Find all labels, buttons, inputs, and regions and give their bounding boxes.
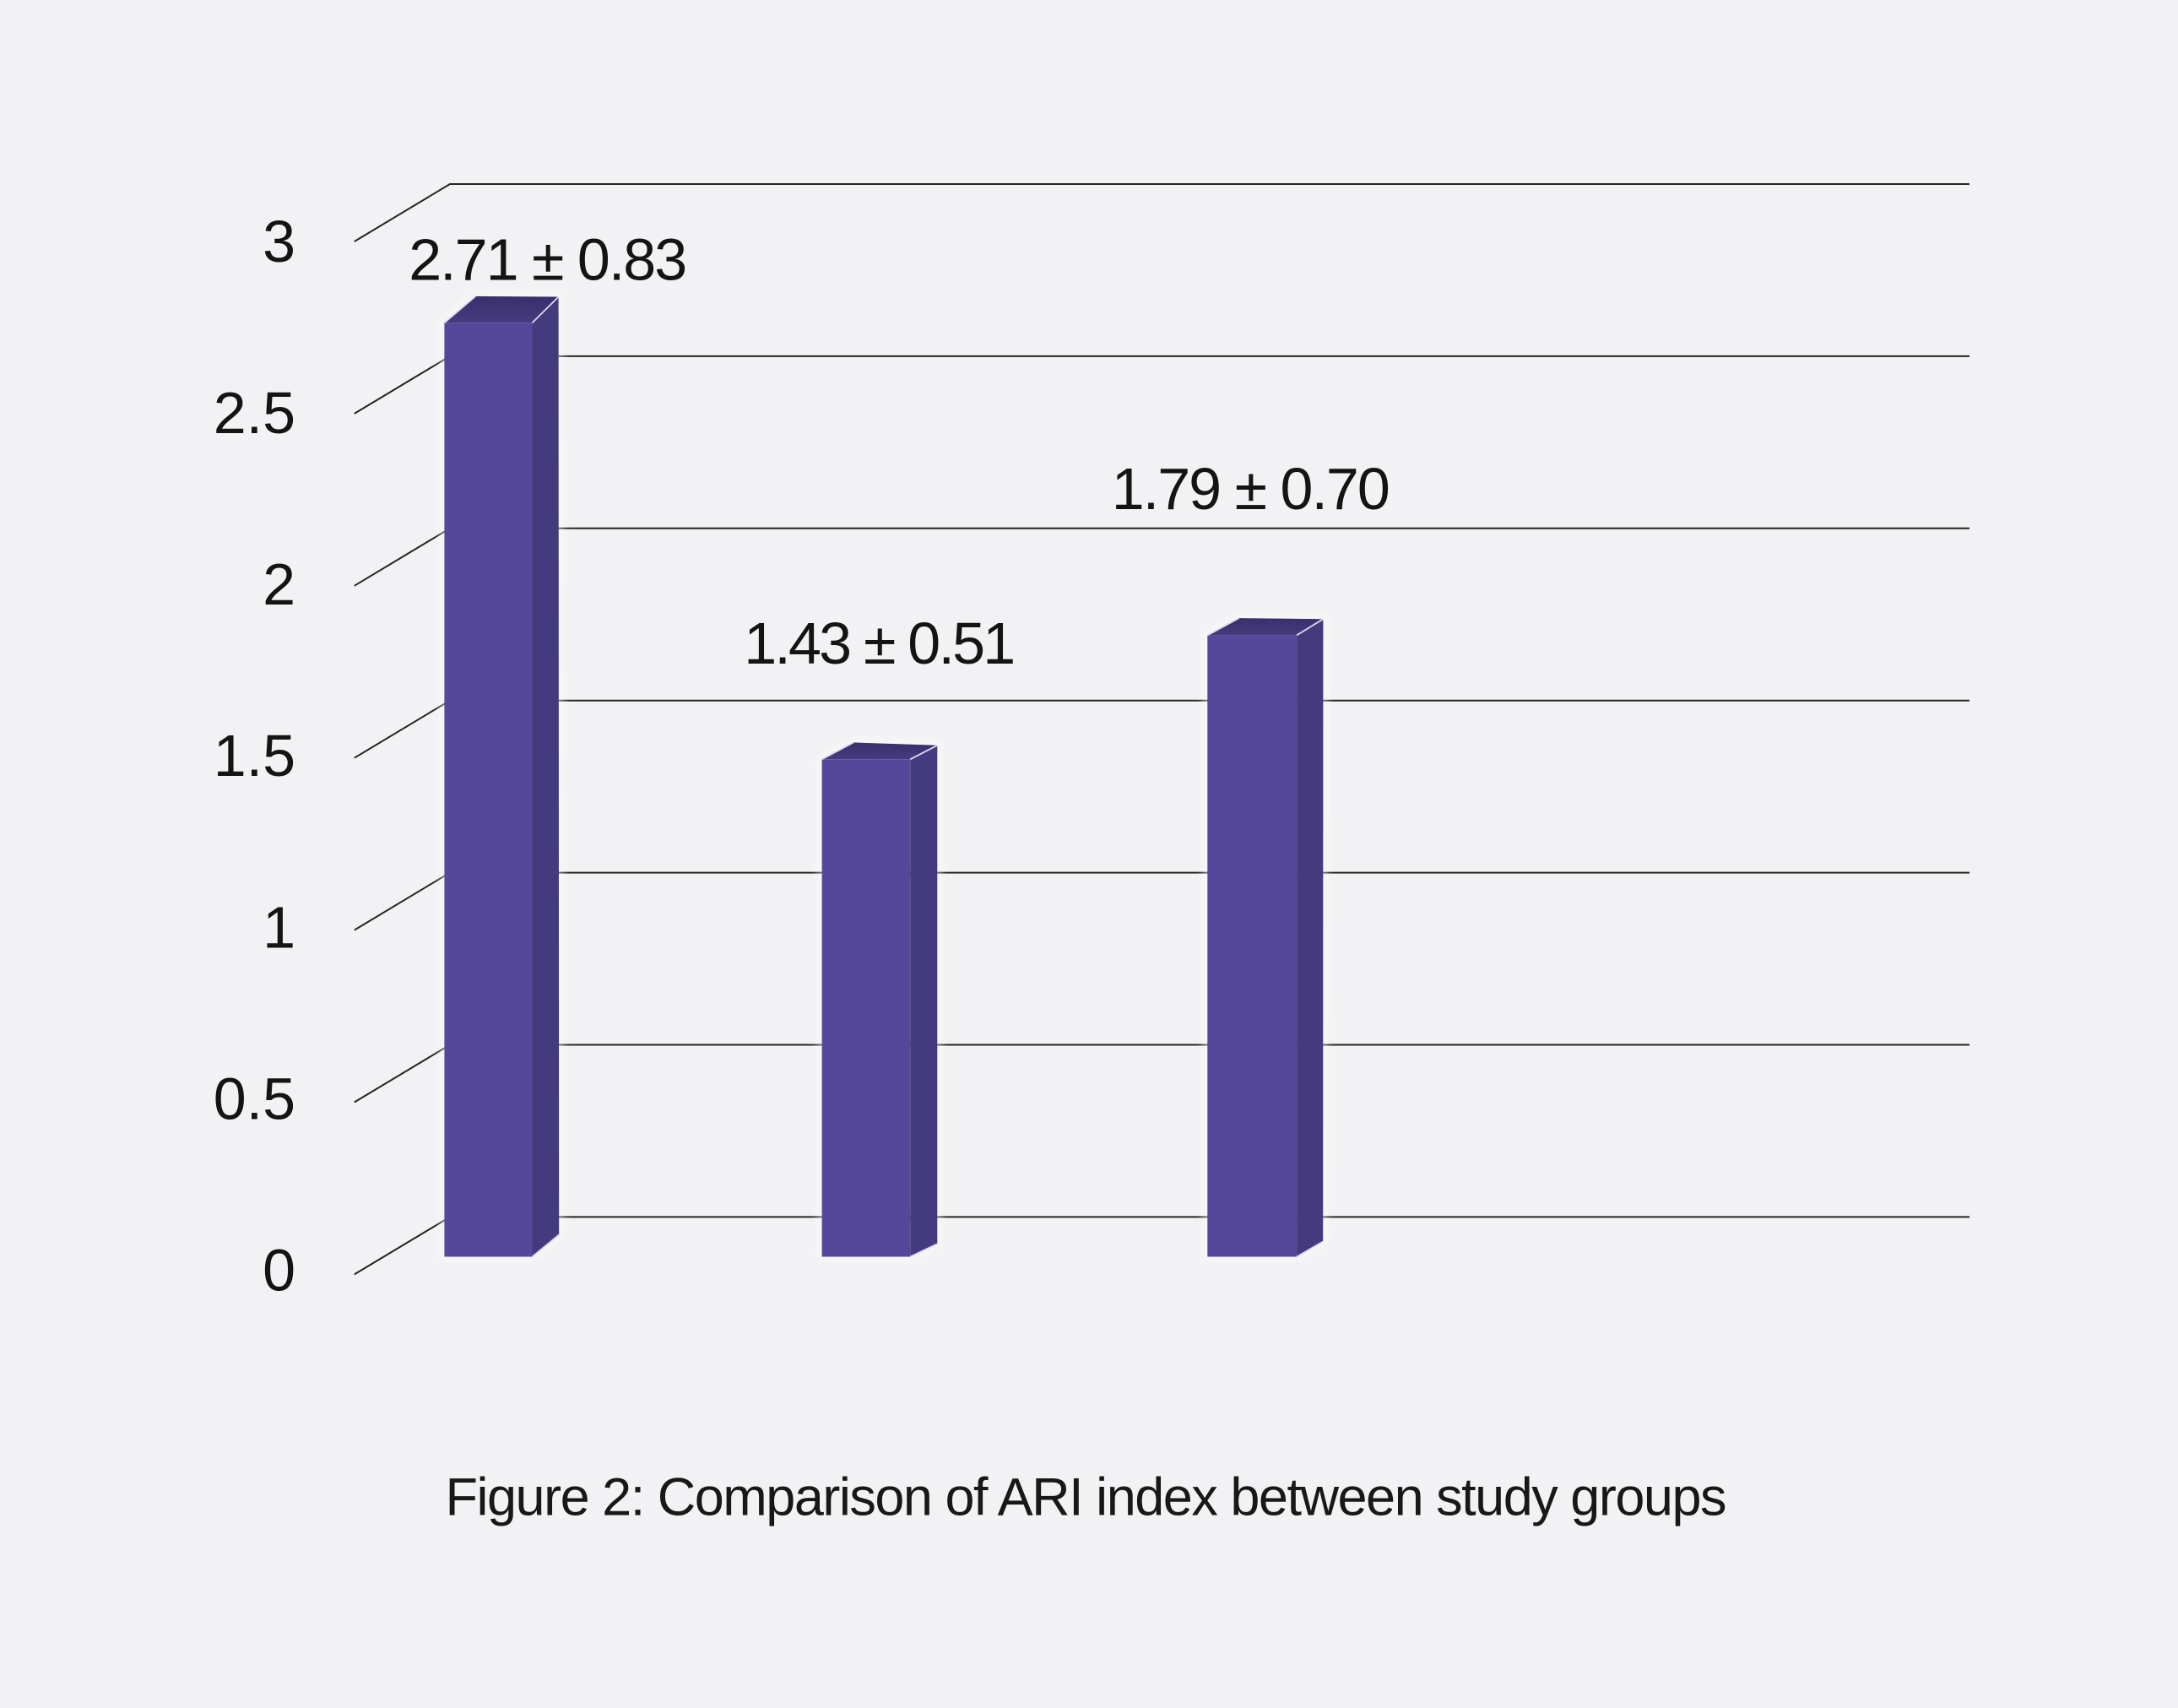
svg-text:2.5: 2.5 <box>214 380 295 446</box>
svg-text:Figure 2: Comparison of ARI in: Figure 2: Comparison of ARI index betwee… <box>446 1468 1727 1527</box>
svg-text:0: 0 <box>263 1238 295 1304</box>
svg-text:0.5: 0.5 <box>214 1065 295 1131</box>
svg-text:1: 1 <box>263 894 295 960</box>
svg-text:2: 2 <box>263 551 295 617</box>
svg-text:1.5: 1.5 <box>214 723 295 789</box>
svg-text:1.43 ± 0.51: 1.43 ± 0.51 <box>744 610 1016 676</box>
svg-text:1.79 ± 0.70: 1.79 ± 0.70 <box>1112 456 1390 522</box>
svg-text:3: 3 <box>263 209 295 274</box>
svg-text:2.71 ± 0.83: 2.71 ± 0.83 <box>409 226 687 292</box>
